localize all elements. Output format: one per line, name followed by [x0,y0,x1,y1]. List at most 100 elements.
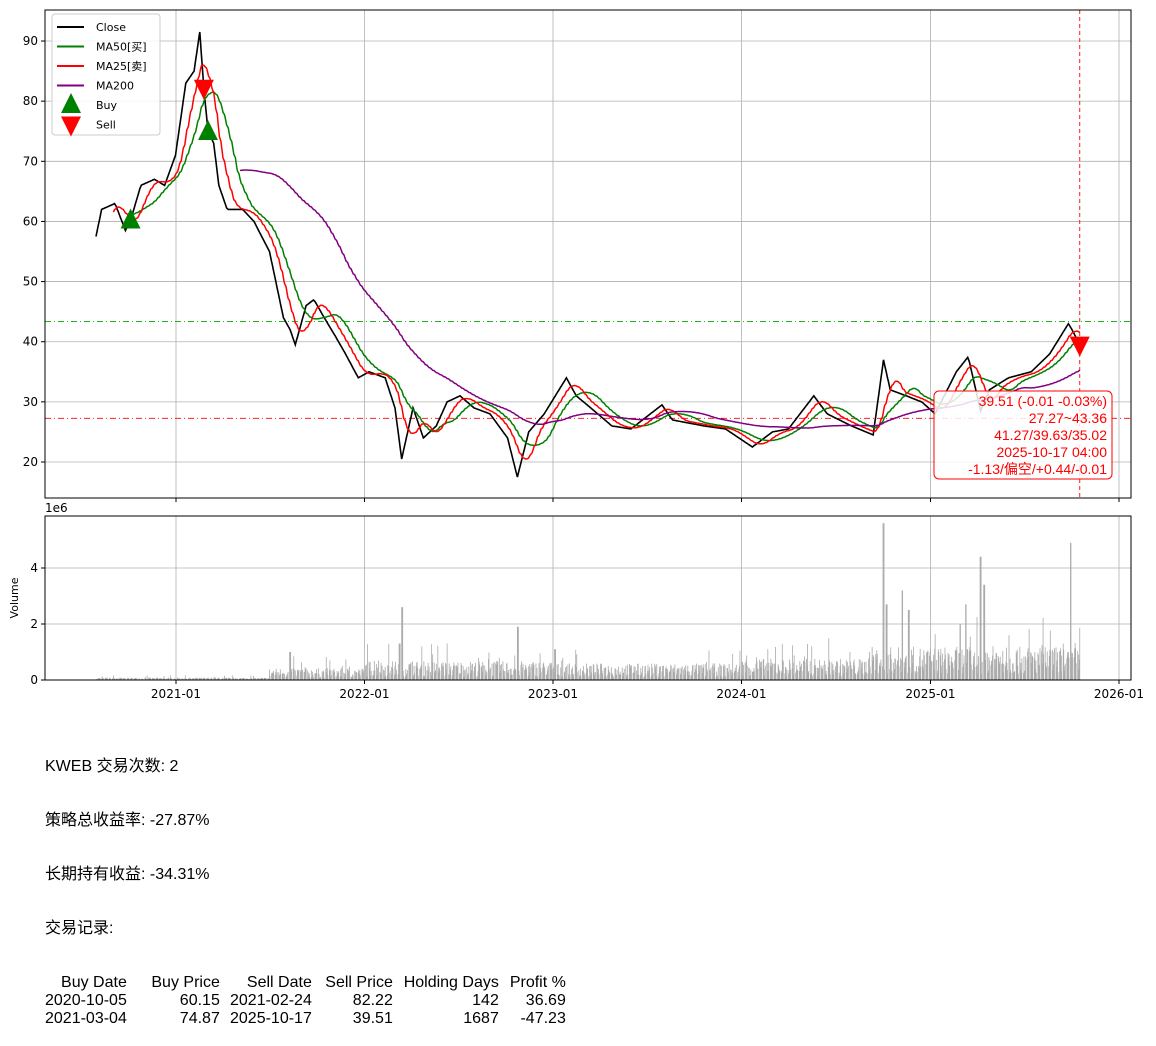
volume-bar [403,676,404,680]
volume-bar [899,666,900,680]
volume-bar [797,670,798,680]
volume-bar [566,666,567,680]
volume-bar [505,671,506,680]
volume-bar [599,674,600,680]
volume-bar [942,654,943,680]
volume-bar [483,665,484,680]
volume-bar [978,656,979,680]
volume-bar [450,666,451,680]
volume-grid [45,516,1131,680]
volume-bar [920,667,921,680]
volume-bar [526,668,527,680]
volume-bar [866,673,867,680]
volume-bar [613,677,614,680]
y-tick-label: 80 [23,94,38,108]
volume-bar [949,666,950,680]
cell: 1687 [393,1010,499,1028]
volume-bar [1061,656,1062,680]
volume-bar [620,674,621,680]
volume-bar [946,669,947,680]
volume-bar [486,672,487,680]
volume-bar [338,671,339,680]
volume-bar [232,675,233,680]
annotation-line: 39.51 (-0.01 -0.03%) [979,393,1107,409]
y-tick-label: 30 [23,395,38,409]
volume-bar [432,654,433,680]
volume-bar [805,662,806,680]
volume-bar [841,676,842,680]
volume-bar [1007,670,1008,680]
volume-bar [855,673,856,680]
volume-bar [1050,651,1051,680]
cell: 39.51 [312,1010,393,1028]
volume-bar [349,667,350,680]
volume-bar [996,653,997,680]
col-header: Holding Days [393,974,499,992]
volume-bar [1079,628,1080,680]
volume-bar [740,651,741,680]
volume-bar [1029,629,1030,680]
volume-bar [533,665,534,680]
volume-bar [960,624,961,680]
x-tick-label: 2023-01 [528,687,578,701]
cell: -47.23 [499,1010,566,1028]
trade-records-label: 交易记录: [45,920,566,938]
volume-bar [627,675,628,680]
volume-bar [407,670,408,680]
x-tick-label: 2024-01 [716,687,766,701]
x-tick-label: 2026-01 [1094,687,1144,701]
volume-bar [277,672,278,680]
annotation-box: 39.51 (-0.01 -0.03%) 27.27~43.36 41.27/3… [934,391,1112,479]
volume-bar [530,667,531,680]
volume-bar [826,675,827,680]
volume-bar [364,670,365,680]
volume-bar [787,670,788,680]
sell-marker [1070,337,1090,357]
volume-bar [815,668,816,680]
volume-bar [772,664,773,680]
volume-bar [1058,672,1059,680]
volume-bar [367,644,368,680]
volume-bar [884,523,885,680]
volume-bar [1040,648,1041,680]
trade-table: Buy Date Buy Price Sell Date Sell Price … [45,974,566,1028]
volume-bar [606,676,607,680]
volume-bar [779,671,780,680]
volume-bar [548,666,549,680]
volume-bar [761,661,762,680]
volume-bar [931,661,932,680]
volume-bar [638,675,639,680]
volume-bar [273,671,274,680]
volume-bar [794,655,795,680]
volume-bar [664,676,665,680]
volume-bar [584,675,585,680]
volume-bar [700,665,701,680]
volume-bar [1072,653,1073,680]
volume-bar [671,666,672,680]
cell: 2025-10-17 [220,1010,312,1028]
volume-bar [707,671,708,680]
volume-bar [977,617,978,680]
volume-bar [335,676,336,680]
volume-bars [96,523,1081,680]
volume-bar [653,673,654,680]
volume-bar [425,666,426,680]
volume-bar [1047,651,1048,680]
volume-bar [1000,657,1001,680]
volume-bar [830,674,831,680]
legend-label: MA50[买] [96,41,147,54]
volume-bar [884,670,885,680]
volume-bar [743,665,744,680]
volume-bar [562,658,563,680]
volume-tick-label: 4 [30,561,38,575]
volume-bar [602,673,603,680]
volume-bar [508,670,509,680]
volume-bar [877,654,878,680]
volume-tick-label: 2 [30,617,38,631]
table-header: Buy Date Buy Price Sell Date Sell Price … [45,974,566,992]
volume-bar [981,557,982,680]
x-tick-label: 2022-01 [339,687,389,701]
volume-bar [776,673,777,680]
volume-bar [353,676,354,680]
